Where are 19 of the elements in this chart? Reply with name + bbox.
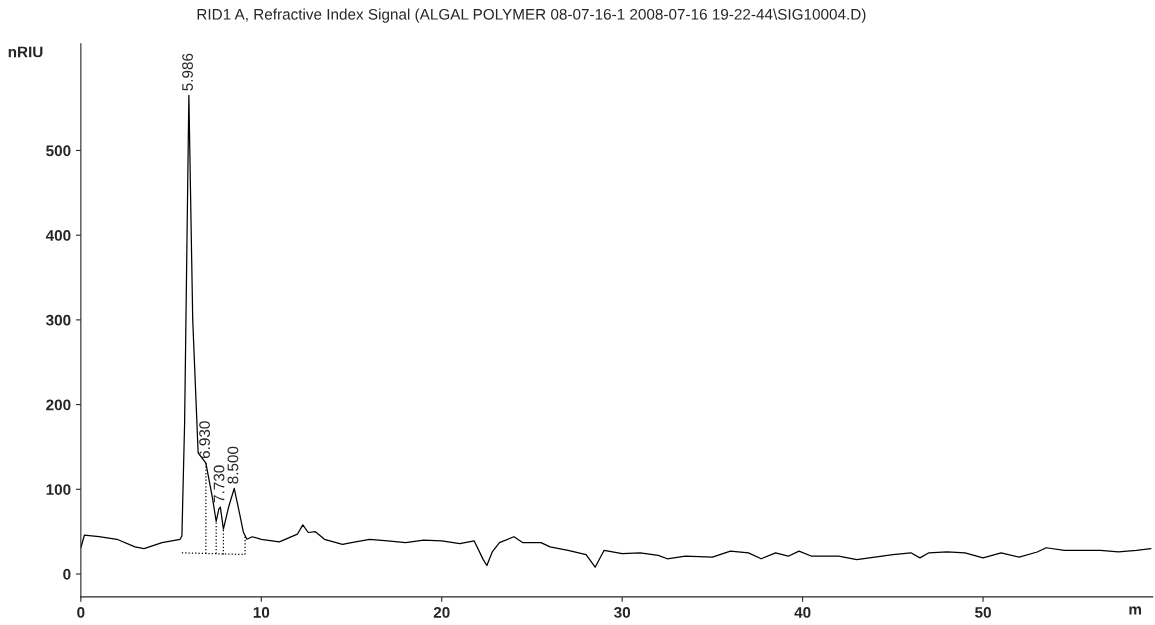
y-tick-label: 0: [63, 568, 71, 580]
y-tick-label: 100: [46, 484, 71, 495]
y-tick-label: 500: [46, 145, 71, 157]
annotation: 6.930: [199, 421, 210, 459]
x-tick-label: 30: [614, 607, 631, 618]
y-tick-label: 300: [45, 314, 71, 326]
annotation: 8.500: [227, 446, 239, 484]
x-tick-label: 20: [433, 607, 450, 618]
x-tick-label: 10: [253, 607, 270, 618]
x-tick-label: 50: [975, 607, 991, 618]
annotation: 5.986: [182, 53, 193, 91]
x-tick-label: 40: [794, 607, 811, 618]
annotation: 7.730: [213, 465, 225, 503]
y-tick-label: 200: [46, 399, 71, 411]
chart-title: RID1 A, Refractive Index Signal (ALGAL POLYMER 08-07-16-1 2008-07-16 19-22-44\SIG10004.D): [197, 8, 866, 23]
y-axis-title: nRIU: [8, 46, 43, 58]
y-tick-label: 400: [45, 230, 71, 241]
x-axis-title: m: [1129, 606, 1142, 615]
x-tick-label: 0: [77, 607, 85, 618]
